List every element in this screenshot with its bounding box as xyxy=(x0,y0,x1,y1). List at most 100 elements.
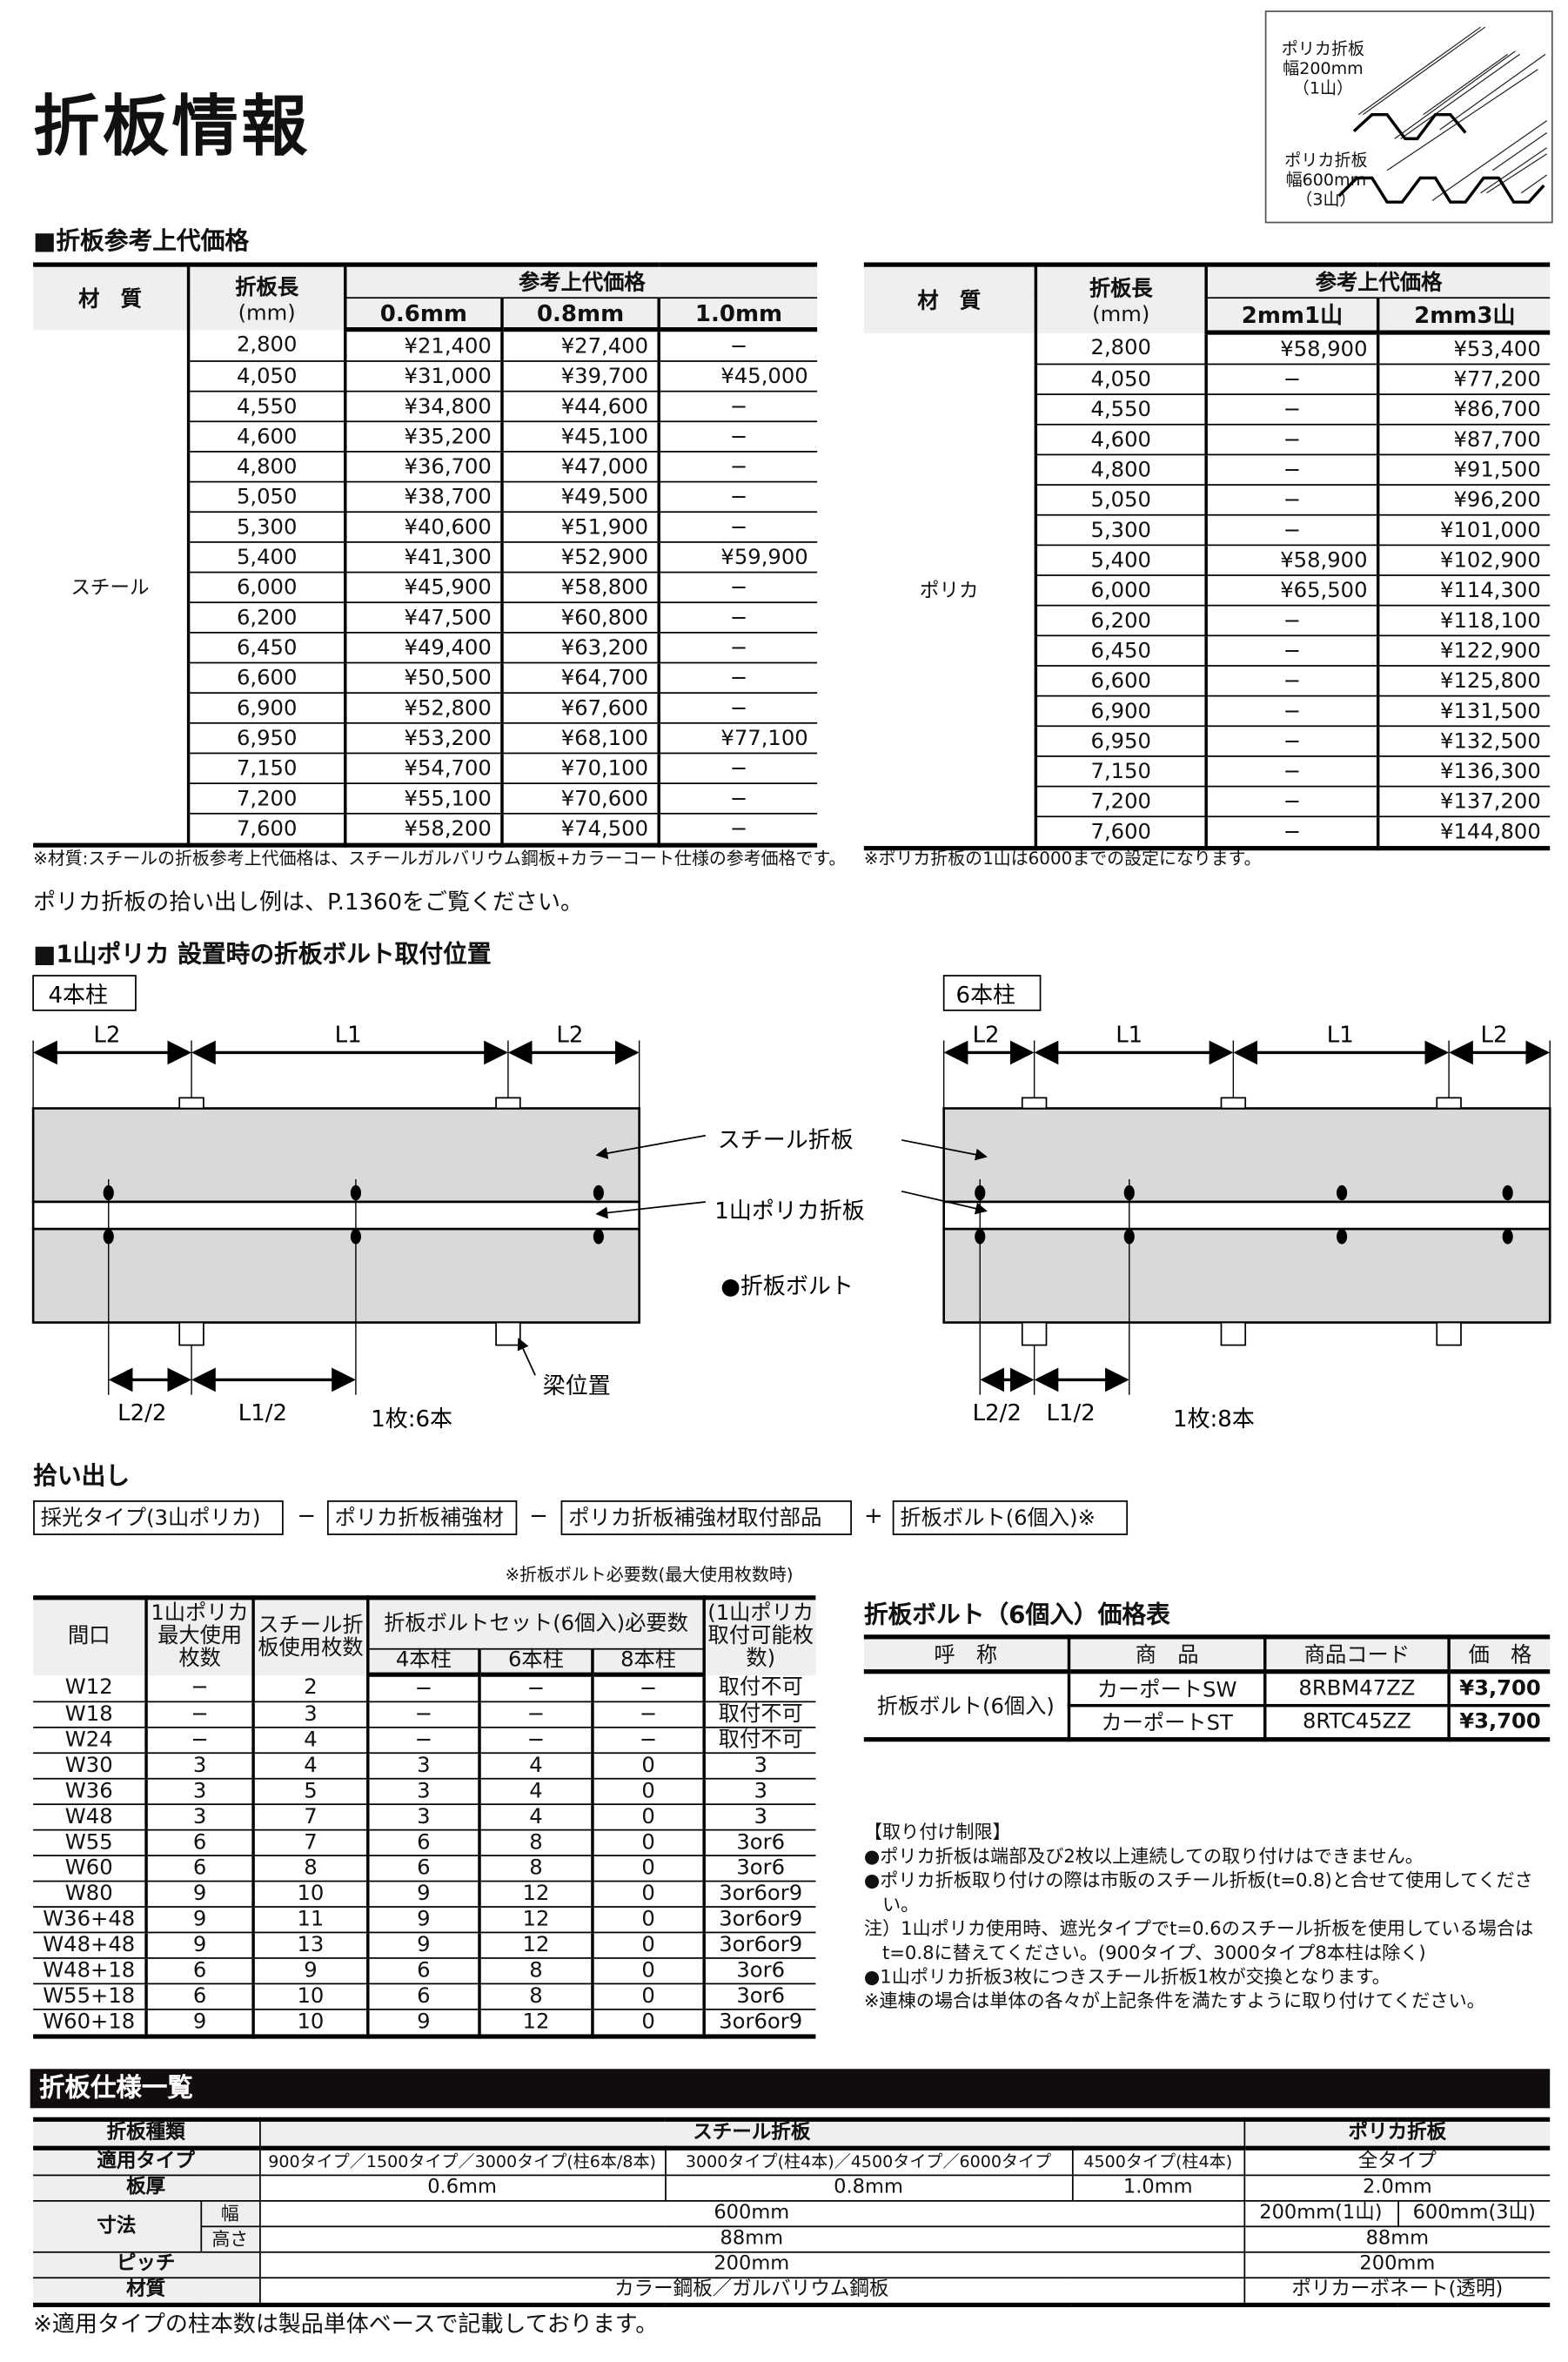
beam-top xyxy=(1220,1097,1247,1110)
count-cell: 6 xyxy=(366,1829,479,1856)
spec-heading: 折板仕様一覧 xyxy=(30,2069,1551,2109)
price-cell: ¥136,300 xyxy=(1376,755,1551,788)
length-cell: 7,600 xyxy=(1034,816,1207,849)
price-cell: − xyxy=(657,451,818,483)
price-cell: ¥27,400 xyxy=(500,329,660,362)
steel-width: 600mm xyxy=(258,2200,1244,2228)
length-cell: 4,600 xyxy=(1034,424,1207,456)
bolt xyxy=(350,1184,361,1201)
count-cell: 取付不可 xyxy=(702,1701,816,1728)
length-cell: 5,050 xyxy=(186,481,345,513)
price-cell: − xyxy=(1204,394,1378,426)
length-cell: 5,300 xyxy=(186,512,345,543)
count-cell: 3 xyxy=(366,1804,479,1831)
restriction-line: ●1山ポリカ折板3枚につきスチール折板1枚が交換となります。 xyxy=(863,1966,1390,1988)
half-dim-label: L1/2 xyxy=(238,1400,287,1426)
header-possible: (1山ポリカ取付可能枚数) xyxy=(702,1597,816,1675)
pickup-operator: + xyxy=(863,1501,883,1529)
count-cell: 13 xyxy=(251,1932,368,1959)
length-cell: 6,600 xyxy=(1034,665,1207,697)
count-cell: 9 xyxy=(366,2009,479,2037)
price: ¥3,700 xyxy=(1447,1705,1551,1741)
header-length-unit: (mm) xyxy=(238,301,296,325)
count-cell: 3 xyxy=(702,1804,816,1831)
bolt xyxy=(103,1184,114,1201)
count-cell: 3 xyxy=(702,1778,816,1806)
bolt xyxy=(1123,1184,1135,1201)
count-cell: 9 xyxy=(366,1881,479,1908)
count-cell: 10 xyxy=(251,1983,368,2010)
count-cell: 12 xyxy=(478,1906,593,1934)
price-row: 6,600 ¥50,500 ¥64,700− xyxy=(33,662,818,695)
length-cell: 7,200 xyxy=(1034,786,1207,818)
beam-bottom xyxy=(178,1321,204,1346)
count-cell: 3or6 xyxy=(702,1983,816,2010)
count-cell: − xyxy=(591,1727,705,1755)
bolt-table-note: ※折板ボルト必要数(最大使用枚数時) xyxy=(505,1563,794,1586)
pickup-item: ポリカ折板補強材取付部品 xyxy=(560,1500,852,1535)
length-cell: 4,050 xyxy=(186,360,345,393)
pickup-operator: − xyxy=(297,1501,317,1529)
count-cell: 0 xyxy=(591,1804,705,1831)
restriction-line: 注）1山ポリカ使用時、遮光タイプでt=0.6のスチール折板を使用している場合は xyxy=(863,1917,1534,1940)
length-cell: 6,600 xyxy=(186,662,345,695)
steel-thickness: 1.0mm xyxy=(1071,2175,1244,2202)
price-row: 5,400 ¥41,300 ¥52,900 ¥59,900 xyxy=(33,541,818,574)
span-cell: W55 xyxy=(33,1829,147,1856)
price-cell: ¥36,700 xyxy=(344,451,502,483)
bolt-row: W18−3− − − 取付不可 xyxy=(33,1701,816,1728)
count-cell: − xyxy=(366,1674,479,1703)
price-row: 6,450 ¥49,400 ¥63,200− xyxy=(33,632,818,664)
figure-label-1-line: 幅200mm xyxy=(1283,58,1364,79)
price-cell: ¥96,200 xyxy=(1376,485,1551,516)
pickup-item: 採光タイプ(3山ポリカ) xyxy=(33,1500,284,1535)
price-cell: − xyxy=(1204,665,1378,697)
length-cell: 4,600 xyxy=(186,421,345,453)
label-material: 材質 xyxy=(33,2278,260,2306)
count-cell: 4 xyxy=(478,1804,593,1831)
count-cell: 4 xyxy=(478,1778,593,1806)
figure-label-2-line: 幅600mm xyxy=(1285,170,1367,191)
count-cell: 0 xyxy=(591,1906,705,1934)
count-cell: 3 xyxy=(251,1701,368,1728)
count-label: 1枚:6本 xyxy=(371,1406,452,1433)
polyca-width: 200mm(1山) xyxy=(1243,2200,1398,2228)
price-cell: ¥35,200 xyxy=(344,421,502,453)
steel-thickness: 0.6mm xyxy=(258,2175,666,2202)
price-cell: ¥63,200 xyxy=(500,632,660,664)
spec-table: 折板種類 スチール折板 ポリカ折板 適用タイプ 900タイプ／1500タイプ／3… xyxy=(33,2117,1551,2308)
price-cell: − xyxy=(657,391,818,423)
price-cell: − xyxy=(1204,786,1378,818)
count-cell: − xyxy=(591,1701,705,1728)
price-cell: ¥45,900 xyxy=(344,572,502,604)
header-bolt-set: 折板ボルトセット(6個入)必要数 xyxy=(366,1597,705,1649)
length-cell: 2,800 xyxy=(186,329,345,362)
count-cell: 4 xyxy=(251,1753,368,1780)
price-cell: ¥38,700 xyxy=(344,481,502,513)
price-cell: − xyxy=(1204,726,1378,757)
steel-note: ※材質:スチールの折板参考上代価格は、スチールガルバリウム鋼板+カラーコート仕様… xyxy=(33,847,847,869)
header-length: 折板長 (mm) xyxy=(186,265,345,330)
length-cell: 5,300 xyxy=(1034,514,1207,547)
price-cell: ¥122,900 xyxy=(1376,635,1551,667)
header-col: 0.6mm xyxy=(344,297,502,332)
price-row: 4,550 ¥34,800 ¥44,600− xyxy=(33,391,818,423)
dim-label: L1 xyxy=(1116,1022,1142,1048)
count-cell: 3 xyxy=(144,1753,254,1780)
count-cell: − xyxy=(478,1701,593,1728)
polyca-material: ポリカーボネート(透明) xyxy=(1243,2278,1551,2306)
price-cell: ¥49,500 xyxy=(500,481,660,513)
tag-4-posts-box xyxy=(32,975,137,1011)
count-cell: 8 xyxy=(251,1855,368,1882)
price-cell: − xyxy=(657,783,818,815)
header-price: 参考上代価格 xyxy=(1204,265,1551,299)
beam-top xyxy=(495,1097,521,1110)
left-panel: L2 L1 L2 L2/2 L1/2 1枚:6本 梁位置 xyxy=(31,1022,640,1433)
price-cell: ¥77,100 xyxy=(657,722,818,755)
price-cell: ¥64,700 xyxy=(500,662,660,695)
price-cell: ¥114,300 xyxy=(1376,575,1551,607)
length-cell: 6,000 xyxy=(1034,575,1207,607)
count-cell: 10 xyxy=(251,2009,368,2037)
header-span: 間口 xyxy=(33,1597,147,1675)
price-cell: ¥74,500 xyxy=(500,813,660,847)
